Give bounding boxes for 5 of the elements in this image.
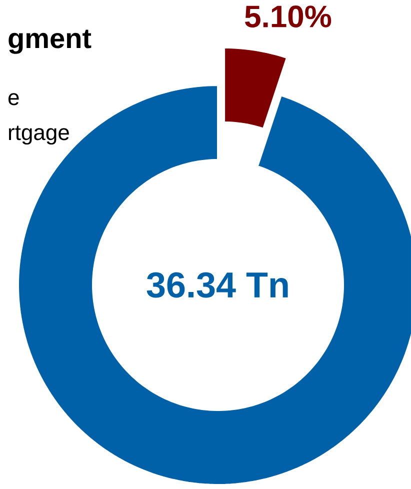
text: gment <box>8 30 92 54</box>
data-label: 5.10% <box>245 6 332 28</box>
text: 36.34 Tn <box>146 272 288 298</box>
text: rtgage <box>8 126 69 145</box>
text: e <box>8 93 19 106</box>
